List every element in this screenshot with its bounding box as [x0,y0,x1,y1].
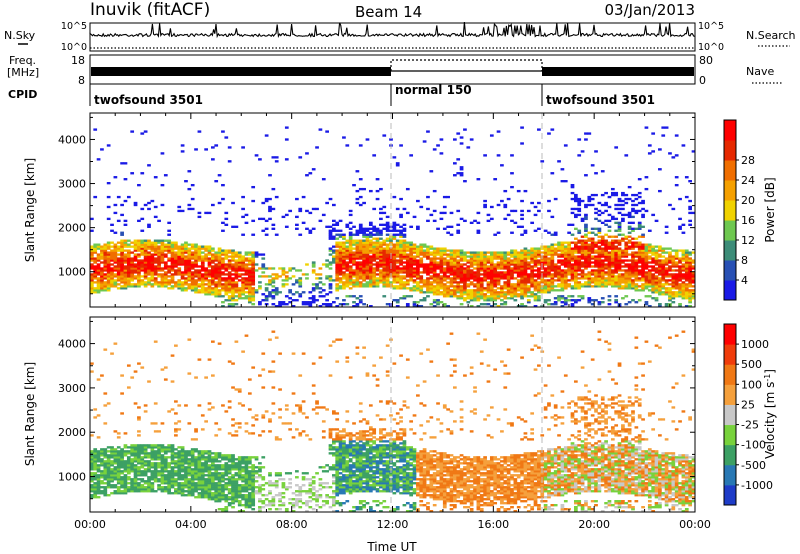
noise-right-label: N.Search [746,29,796,42]
colorbar-tick-label-6: 28 [741,154,755,167]
cpid-segment-1: twofsound 3501 [94,93,203,107]
colorbar-tick-label-2: 12 [741,234,755,247]
velocity-y-axis: 1000 2000 3000 4000 [58,320,695,500]
cpid-row: CPID twofsound 3501 normal 150 twofsound… [8,83,655,107]
nave-label: Nave [746,65,774,78]
x-tick-label-5: 20:00 [578,518,610,531]
noise-right-tick-top: 10^5 [698,21,724,32]
colorbar-tick-label-6: -500 [741,459,766,472]
y-tick-label-0: 1000 [58,471,86,484]
velocity-colorbar: 1000 500 100 25 -25 -100 -500 -1000 [723,323,773,506]
x-tick-label-6: 00:00 [679,518,711,531]
cpid-label: CPID [8,88,37,101]
noise-left-tick-bottom: 10^0 [61,42,87,53]
power-heatmap-cells [90,126,696,308]
colorbar-tick-label-0: 1000 [741,338,769,351]
colorbar-tick-label-5: -100 [741,439,766,452]
power-colorbar: 4 8 12 16 20 24 28 [723,119,755,301]
colorbar-tick-label-1: 500 [741,358,762,371]
y-tick-label-2: 3000 [58,382,86,395]
power-panel: 1000 2000 3000 4000 Slant Range [km] 4 8 12 16… [23,112,777,308]
freq-label-line2: [MHz] [7,66,39,79]
velocity-y-label: Slant Range [km] [23,362,37,466]
power-colorbar-label: Power [dB] [763,177,777,242]
noise-panel: N.Sky 10^5 10^0 10^5 10^0 N.Search [4,21,796,53]
y-tick-label-0: 1000 [58,266,86,279]
power-y-axis: 1000 2000 3000 4000 [58,116,695,295]
colorbar-tick-label-3: 16 [741,214,755,227]
freq-label-line1: Freq. [9,54,36,67]
colorbar-tick-label-4: 20 [741,194,755,207]
noise-left-label: N.Sky [4,29,36,42]
x-axis-label: Time UT [366,540,417,554]
y-tick-label-2: 3000 [58,178,86,191]
cpid-segment-3: twofsound 3501 [546,93,655,107]
y-tick-label-1: 2000 [58,426,86,439]
frequency-panel: Freq. [MHz] 18 8 80 0 Nave [7,54,782,87]
time-x-axis: 00:00 04:00 08:00 12:00 16:00 20:00 00:00 [74,113,711,531]
x-tick-label-4: 16:00 [477,518,509,531]
freq-left-tick-bottom: 8 [78,74,85,87]
cpid-segment-2: normal 150 [395,83,472,97]
colorbar-tick-label-4: -25 [741,419,759,432]
noise-right-tick-bottom: 10^0 [698,42,724,53]
colorbar-tick-label-1: 8 [741,254,748,267]
freq-left-tick-top: 18 [71,54,85,67]
x-tick-label-3: 12:00 [377,518,409,531]
date-title: 03/Jan/2013 [605,1,696,19]
x-tick-label-2: 08:00 [276,518,308,531]
velocity-colorbar-label: Velocity [m s-1] [763,369,777,459]
freq-right-tick-top: 80 [699,54,713,67]
colorbar-tick-label-7: -1000 [741,479,773,492]
y-tick-label-3: 4000 [58,338,86,351]
colorbar-tick-label-3: 25 [741,398,755,411]
colorbar-tick-label-0: 4 [741,274,748,287]
noise-sky-trace [89,22,695,39]
x-tick-label-0: 00:00 [74,518,106,531]
colorbar-tick-label-2: 100 [741,378,762,391]
station-title: Inuvik (fitACF) [90,0,210,20]
y-tick-label-3: 4000 [58,133,86,146]
power-y-label: Slant Range [km] [23,158,37,262]
noise-left-tick-top: 10^5 [61,21,87,32]
freq-right-tick-bottom: 0 [699,74,706,87]
beam-title: Beam 14 [355,3,422,21]
velocity-heatmap-cells [90,330,696,513]
x-tick-label-1: 04:00 [175,518,207,531]
y-tick-label-1: 2000 [58,222,86,235]
colorbar-tick-label-5: 24 [741,174,755,187]
